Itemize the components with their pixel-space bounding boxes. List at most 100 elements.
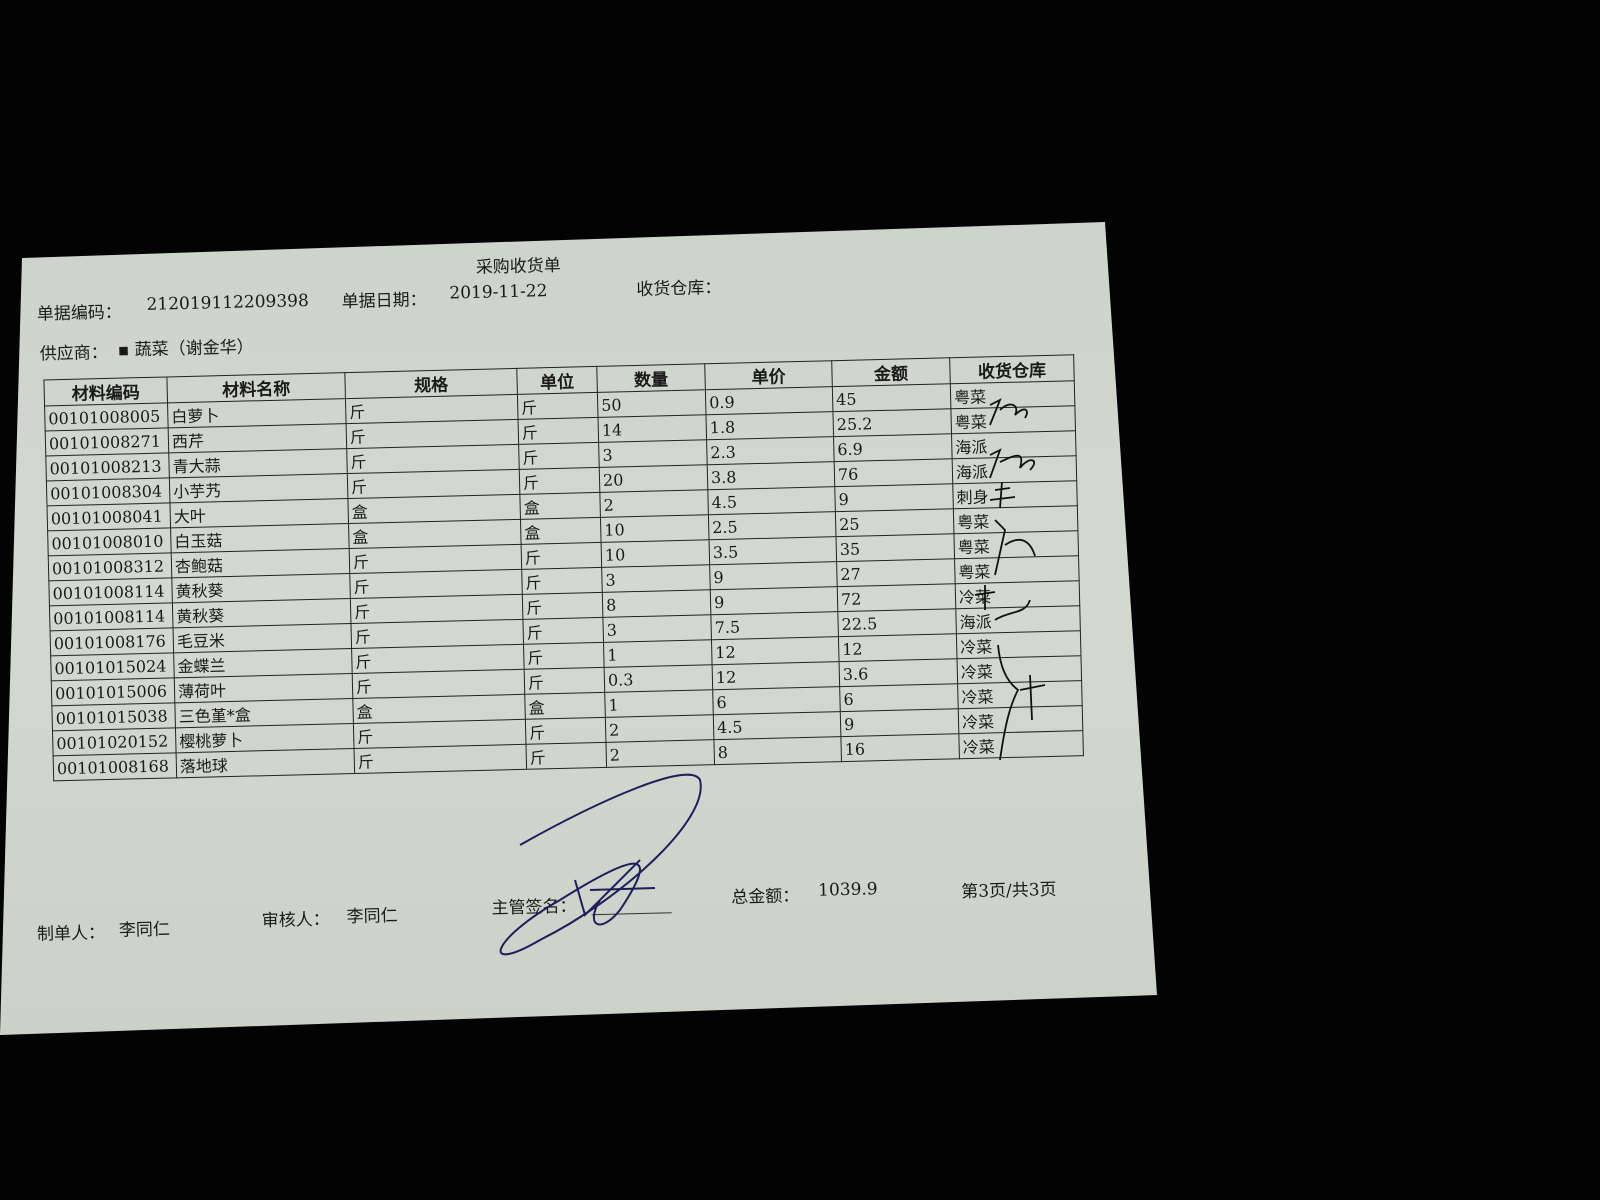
table-cell: 1 <box>603 639 713 668</box>
table-cell: 2 <box>605 714 714 743</box>
table-cell: 斤 <box>521 542 602 570</box>
table-cell: 00101015006 <box>51 677 175 706</box>
supervisor-label: 主管签名： <box>491 896 577 919</box>
table-cell: 00101015038 <box>51 702 176 731</box>
table-cell: 斤 <box>521 567 603 595</box>
table-cell: 斤 <box>523 642 605 670</box>
table-cell: 6 <box>712 686 841 715</box>
table-cell: 25 <box>835 508 954 537</box>
table-cell: 斤 <box>518 442 600 470</box>
doc-date: 2019-11-22 <box>449 281 548 304</box>
table-cell: 2.5 <box>708 511 836 540</box>
table-cell: 冷菜 <box>958 705 1083 734</box>
table-cell: 盒 <box>519 492 601 520</box>
table-cell: 20 <box>599 464 708 493</box>
table-cell: 7.5 <box>710 611 839 640</box>
table-cell: 斤 <box>525 742 607 770</box>
table-cell: 斤 <box>524 667 605 695</box>
table-cell: 9 <box>710 586 838 615</box>
table-cell: 粤菜 <box>953 505 1078 534</box>
table-cell: 斤 <box>522 592 603 620</box>
table-cell: 72 <box>837 583 956 612</box>
doc-no-label: 单据编码： <box>36 302 123 325</box>
table-cell: 35 <box>835 533 955 562</box>
table-cell: 粤菜 <box>950 405 1076 434</box>
column-header: 单价 <box>704 360 833 390</box>
table-cell: 00101020152 <box>52 727 177 756</box>
table-cell: 斤 <box>522 617 604 645</box>
column-header: 收货仓库 <box>949 354 1075 384</box>
table-cell: 斤 <box>517 392 599 420</box>
column-header: 单位 <box>516 366 598 395</box>
table-cell: 盒 <box>524 692 606 720</box>
table-cell: 1.8 <box>705 411 834 440</box>
signature-line <box>591 912 672 916</box>
table-cell: 00101015024 <box>50 652 175 681</box>
column-header: 数量 <box>596 363 706 393</box>
table-cell: 0.3 <box>604 664 713 693</box>
table-cell: 冷菜 <box>957 680 1083 709</box>
document-title: 采购收货单 <box>475 255 562 278</box>
table-cell: 盒 <box>520 517 602 545</box>
table-cell: 4.5 <box>707 486 836 515</box>
table-cell: 8 <box>713 736 842 765</box>
table-cell: 12 <box>838 633 958 662</box>
table-cell: 斤 <box>518 417 599 445</box>
table-cell: 25.2 <box>832 408 952 437</box>
supplier-label: 供应商： <box>39 342 109 365</box>
table-cell: 16 <box>840 733 960 762</box>
table-cell: 斤 <box>519 467 600 495</box>
table-cell: 00101008312 <box>48 552 172 581</box>
maker-label: 制单人： <box>36 923 106 945</box>
reviewer: 李同仁 <box>346 905 398 928</box>
table-cell: 3.6 <box>839 658 958 687</box>
table-cell: 2 <box>599 489 709 518</box>
table-cell: 2 <box>605 739 715 768</box>
table-cell: 0.9 <box>705 386 833 415</box>
table-cell: 海派 <box>951 430 1077 459</box>
table-cell: 6.9 <box>833 433 953 462</box>
table-cell: 00101008213 <box>45 452 170 481</box>
table-cell: 冷菜 <box>955 580 1080 609</box>
table-cell: 00101008010 <box>47 527 172 556</box>
table-cell: 8 <box>602 589 711 618</box>
table-cell: 粤菜 <box>953 530 1079 559</box>
table-cell: 27 <box>836 558 956 587</box>
table-cell: 冷菜 <box>957 655 1082 684</box>
date-label: 单据日期： <box>341 290 427 313</box>
table-cell: 斤 <box>525 717 606 745</box>
table-cell: 9 <box>834 483 954 512</box>
table-cell: 3.5 <box>709 536 837 565</box>
table-cell: 76 <box>834 458 953 487</box>
table-cell: 10 <box>601 539 710 568</box>
table-cell: 00101008041 <box>47 502 171 531</box>
table-cell: 冷菜 <box>958 730 1084 759</box>
table-cell: 3.8 <box>707 461 835 490</box>
table-cell: 落地球 <box>176 748 355 778</box>
items-table: 材料编码 材料名称 规格 单位 数量 单价 金额 收货仓库 00101008005 白萝卜斤斤 5… <box>43 354 1084 781</box>
page-number: 第3页/共3页 <box>960 879 1057 903</box>
table-cell: 00101008168 <box>53 752 177 781</box>
table-cell: 粤菜 <box>954 555 1080 584</box>
table-cell: 冷菜 <box>956 630 1081 659</box>
table-cell: 14 <box>598 414 707 443</box>
table-cell: 粤菜 <box>950 380 1075 409</box>
table-cell: 6 <box>839 683 959 712</box>
table-cell: 4.5 <box>713 711 841 740</box>
reviewer-label: 审核人： <box>261 909 330 932</box>
table-cell: 00101008271 <box>45 427 169 456</box>
warehouse-label: 收货仓库： <box>636 277 722 300</box>
column-header: 材料编码 <box>43 376 168 406</box>
table-cell: 海派 <box>955 605 1081 634</box>
maker: 李同仁 <box>118 919 171 941</box>
table-cell: 斤 <box>354 744 527 774</box>
table-cell: 3 <box>598 439 708 468</box>
total-label: 总金额： <box>731 886 800 908</box>
table-cell: 50 <box>597 389 706 418</box>
table-cell: 00101008005 <box>44 402 169 431</box>
table-cell: 22.5 <box>837 608 957 637</box>
receipt-document: 采购收货单 单据编码： 212019112209398 单据日期： 2019-1… <box>20 213 1158 1000</box>
table-cell: 3 <box>601 564 711 593</box>
table-cell: 00101008304 <box>46 477 170 506</box>
table-cell: 2.3 <box>706 436 835 465</box>
